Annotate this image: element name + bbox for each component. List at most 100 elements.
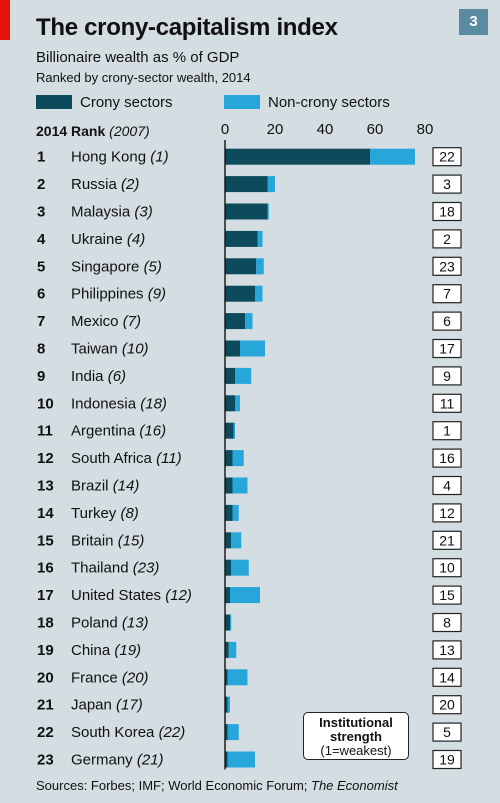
bar-noncrony [227, 751, 255, 768]
row-rank: 7 [37, 313, 45, 330]
callout-line-1: Institutional [319, 715, 393, 730]
bar-noncrony [235, 395, 240, 412]
row-country: Russia (2) [71, 176, 139, 193]
row-prev-rank: (13) [122, 615, 149, 632]
row-country: Taiwan (10) [71, 341, 149, 358]
strength-value: 17 [439, 341, 455, 357]
row-country: Germany (21) [71, 752, 164, 769]
row-country: Malaysia (3) [71, 204, 153, 221]
row-country: China (19) [71, 642, 141, 659]
bar-crony [225, 285, 255, 302]
bar-noncrony [228, 641, 237, 658]
bar-crony [225, 614, 230, 631]
strength-box [432, 530, 462, 550]
row-country: Turkey (8) [71, 505, 139, 522]
bar-noncrony [231, 532, 242, 549]
bar-crony [225, 532, 232, 549]
row-country: France (20) [71, 669, 149, 686]
bar-crony [225, 203, 268, 220]
sources-footer: Sources: Forbes; IMF; World Economic For… [36, 778, 398, 793]
row-rank: 11 [37, 423, 53, 440]
row-prev-rank: (14) [113, 478, 140, 495]
row-rank: 22 [37, 724, 54, 741]
strength-box [432, 503, 462, 523]
row-rank: 14 [37, 505, 54, 522]
row-prev-rank: (7) [123, 313, 141, 330]
row-rank: 18 [37, 615, 54, 632]
strength-box [432, 366, 462, 386]
bar-noncrony [256, 258, 264, 275]
bar-noncrony [257, 230, 263, 247]
sources-italic: The Economist [311, 778, 398, 793]
strength-box [432, 256, 462, 276]
institutional-strength-callout: Institutional strength (1=weakest) [303, 712, 409, 760]
bar-noncrony [370, 148, 415, 165]
x-tick-label: 60 [367, 121, 384, 138]
strength-value: 23 [439, 258, 455, 274]
strength-box [432, 695, 462, 715]
chart-number-badge: 3 [459, 9, 488, 35]
x-tick-label: 0 [221, 121, 229, 138]
strength-value: 18 [439, 204, 455, 220]
bar-crony [225, 587, 230, 604]
row-prev-rank: (6) [108, 368, 126, 385]
bar-crony [225, 641, 229, 658]
row-prev-rank: (20) [122, 669, 149, 686]
row-country: Britain (15) [71, 532, 144, 549]
row-rank: 5 [37, 258, 45, 275]
bar-crony [225, 724, 228, 741]
row-rank: 10 [37, 395, 54, 412]
row-country: Argentina (16) [71, 423, 166, 440]
legend-item-crony: Crony sectors [36, 93, 173, 111]
callout-line-3: (1=weakest) [320, 743, 392, 758]
strength-box [432, 147, 462, 167]
strength-value: 15 [439, 587, 455, 603]
row-rank: 17 [37, 587, 54, 604]
legend-swatch-crony [36, 95, 72, 109]
row-prev-rank: (22) [159, 724, 186, 741]
strength-box [432, 722, 462, 742]
row-prev-rank: (16) [139, 423, 166, 440]
bar-crony [225, 313, 245, 330]
row-country: South Korea (22) [71, 724, 185, 741]
row-rank: 19 [37, 642, 54, 659]
row-prev-rank: (1) [150, 149, 168, 166]
bar-noncrony [230, 614, 232, 631]
row-prev-rank: (10) [122, 341, 149, 358]
strength-value: 21 [439, 532, 455, 548]
bar-noncrony [231, 559, 249, 576]
strength-value: 5 [443, 724, 451, 740]
strength-box [432, 585, 462, 605]
row-country: United States (12) [71, 587, 192, 604]
row-rank: 13 [37, 478, 54, 495]
chart-subsubtitle: Ranked by crony-sector wealth, 2014 [36, 70, 251, 85]
row-country: South Africa (11) [71, 450, 182, 467]
x-tick-label: 40 [317, 121, 334, 138]
row-country: Thailand (23) [71, 560, 159, 577]
legend-swatch-noncrony [224, 95, 260, 109]
bar-noncrony [235, 367, 252, 384]
bar-crony [225, 504, 233, 521]
strength-value: 6 [443, 313, 451, 329]
rank-header-prev: (2007) [109, 123, 150, 139]
bar-crony [225, 258, 257, 275]
row-country: Indonesia (18) [71, 395, 167, 412]
bar-noncrony [227, 724, 239, 741]
row-rank: 16 [37, 560, 54, 577]
row-rank: 23 [37, 752, 54, 769]
strength-box [432, 640, 462, 660]
bar-crony [225, 696, 228, 713]
bar-noncrony [245, 313, 253, 330]
bar-noncrony [267, 203, 269, 220]
bar-noncrony [232, 450, 244, 467]
strength-box [432, 393, 462, 413]
row-rank: 3 [37, 204, 45, 221]
legend-label-crony: Crony sectors [80, 93, 173, 111]
legend-label-noncrony: Non-crony sectors [268, 93, 390, 111]
row-country: Japan (17) [71, 697, 143, 714]
row-rank: 12 [37, 450, 54, 467]
strength-box [432, 558, 462, 578]
bar-noncrony [227, 696, 230, 713]
strength-value: 20 [439, 697, 455, 713]
